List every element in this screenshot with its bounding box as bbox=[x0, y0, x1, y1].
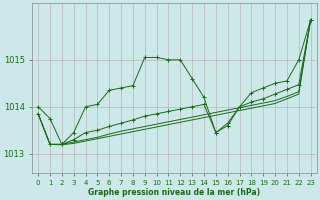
X-axis label: Graphe pression niveau de la mer (hPa): Graphe pression niveau de la mer (hPa) bbox=[88, 188, 260, 197]
